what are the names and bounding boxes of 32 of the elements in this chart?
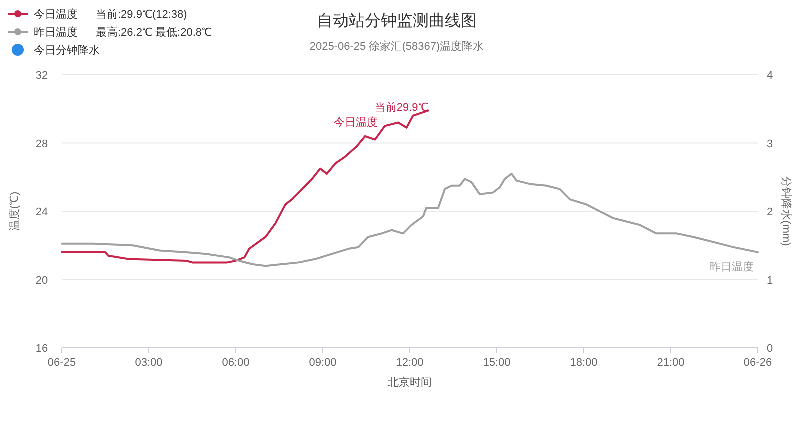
annotation: 今日温度 (334, 116, 378, 130)
legend-label: 今日分钟降水 (34, 44, 100, 57)
text: 最高:26.2℃ 最低:20.8℃ (96, 26, 212, 39)
y-tick-label: 16 (36, 343, 48, 355)
y2-tick-label: 4 (766, 70, 774, 82)
x-tick-label: 06-26 (744, 357, 772, 369)
x-axis-title: 北京时间 (388, 376, 432, 389)
annotation: 当前29.9℃ (374, 102, 428, 114)
x-tick-label: 06:00 (222, 357, 250, 369)
y-tick-label: 32 (36, 70, 48, 82)
chart-subtitle: 2025-06-25 徐家汇(58367)温度降水 (310, 40, 484, 53)
y-axis-title: 温度(℃) (8, 192, 21, 232)
y-tick-label: 24 (36, 206, 48, 218)
y-tick-label: 28 (36, 138, 48, 150)
y-tick-label: 20 (36, 274, 48, 287)
annotation: 昨日温度 (710, 260, 754, 274)
y2-tick-label: 0 (766, 343, 774, 355)
text: 当前:29.9℃(12:38) (96, 9, 188, 21)
x-tick-label: 03:00 (135, 357, 163, 369)
x-tick-label: 12:00 (396, 357, 424, 369)
x-tick-label: 09:00 (309, 357, 337, 369)
y2-tick-label: 3 (766, 138, 774, 150)
y2-tick-label: 1 (766, 274, 774, 287)
chart-title: 自动站分钟监测曲线图 (317, 12, 477, 30)
y2-tick-label: 2 (766, 206, 774, 218)
x-tick-label: 15:00 (483, 357, 511, 369)
y2-axis-title: 分钟降水(mm) (780, 176, 793, 246)
x-tick-label: 21:00 (657, 357, 685, 369)
legend-label: 今日温度 (34, 8, 78, 21)
x-tick-label: 06-25 (48, 357, 76, 369)
x-tick-label: 18:00 (570, 357, 598, 369)
legend-label: 昨日温度 (34, 26, 78, 39)
